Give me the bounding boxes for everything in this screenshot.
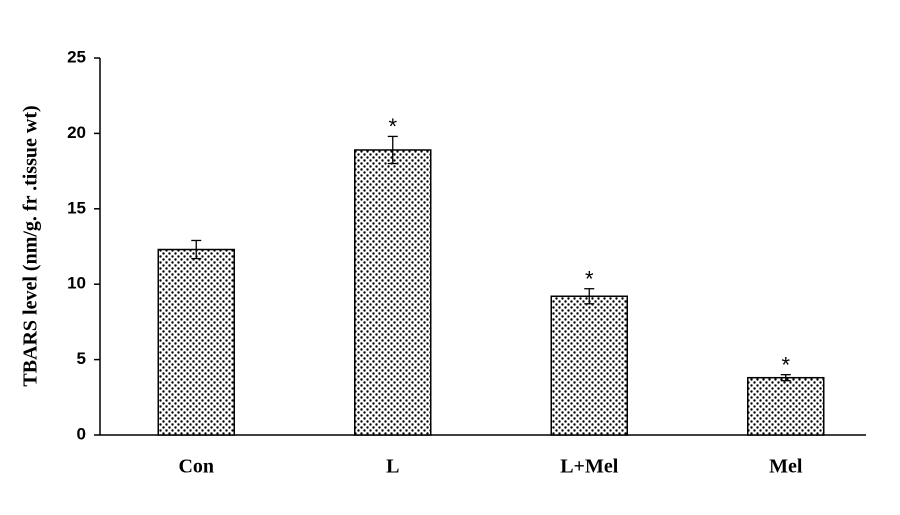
error-bar bbox=[780, 374, 791, 382]
y-tick-label: 25 bbox=[67, 47, 86, 66]
x-tick-label: Con bbox=[178, 456, 214, 478]
y-tick-label: 10 bbox=[67, 274, 86, 293]
x-tick-label: L bbox=[386, 456, 399, 478]
y-tick-label: 15 bbox=[67, 198, 86, 217]
y-tick-label: 0 bbox=[77, 424, 86, 443]
error-bar bbox=[387, 135, 398, 165]
x-tick-label: Mel bbox=[769, 456, 803, 478]
bar bbox=[157, 248, 235, 436]
bar bbox=[550, 295, 628, 436]
x-tick-label: L+Mel bbox=[560, 456, 618, 478]
significance-mark: * bbox=[781, 352, 790, 377]
significance-mark: * bbox=[388, 114, 397, 139]
bar bbox=[747, 376, 825, 436]
error-bar bbox=[584, 288, 595, 305]
y-tick-label: 20 bbox=[67, 123, 86, 142]
y-tick-label: 5 bbox=[77, 349, 86, 368]
error-bar bbox=[191, 239, 202, 260]
y-axis-title: TBARS level (nm/g. fr .tissue wt) bbox=[20, 105, 42, 386]
bar bbox=[354, 149, 432, 436]
significance-mark: * bbox=[585, 267, 594, 292]
